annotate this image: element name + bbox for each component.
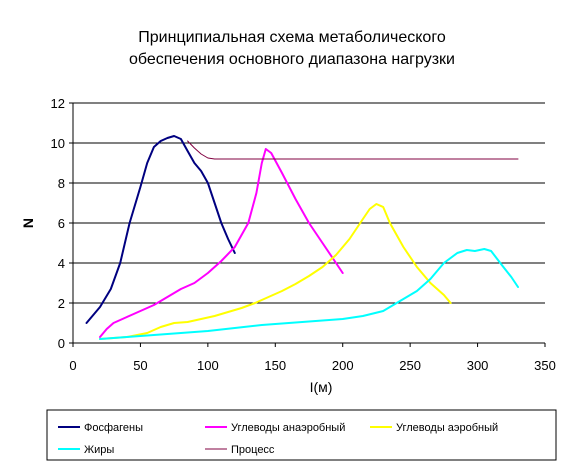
y-tick-label: 2 — [58, 296, 65, 311]
legend-entry-label: Углеводы аэробный — [396, 422, 498, 434]
legend-entry-label: Жиры — [84, 444, 114, 456]
series-line-4 — [99, 248, 519, 340]
x-axis-label: I(м) — [310, 379, 333, 395]
axes: 0 2 4 6 8 10 12 0 50 100 150 200 250 300 350 — [51, 96, 556, 373]
x-tick-label: 350 — [534, 358, 556, 373]
x-tick-label: 300 — [467, 358, 489, 373]
x-tick-label: 100 — [197, 358, 219, 373]
series-line-1 — [85, 135, 236, 324]
x-tick-label: 150 — [264, 358, 286, 373]
y-tick-label: 8 — [58, 176, 65, 191]
grid-lines — [73, 102, 545, 344]
x-tick-label: 0 — [69, 358, 76, 373]
x-tick-label: 200 — [332, 358, 354, 373]
series-line-5 — [187, 140, 519, 160]
series-line-3 — [99, 203, 452, 340]
y-tick-label: 12 — [51, 96, 65, 111]
legend-entry-label: Углеводы анаэробный — [231, 422, 345, 434]
y-axis-label: N — [20, 218, 36, 228]
x-tick-label: 50 — [133, 358, 147, 373]
series-layer — [85, 135, 519, 340]
y-tick-label: 0 — [58, 336, 65, 351]
legend: Фосфагены Углеводы анаэробный Углеводы аэр… — [46, 409, 557, 461]
legend-entry-label: Процесс — [231, 444, 275, 456]
y-tick-label: 4 — [58, 256, 65, 271]
y-tick-label: 10 — [51, 136, 65, 151]
series-line-2 — [99, 148, 344, 338]
y-tick-label: 6 — [58, 216, 65, 231]
chart-title-line-2: обеспечения основного диапазона нагрузки — [129, 51, 455, 68]
legend-box — [46, 409, 557, 461]
x-tick-label: 250 — [399, 358, 421, 373]
chart-title-line-1: Принципиальная схема метаболического — [138, 29, 446, 46]
legend-entry-label: Фосфагены — [84, 422, 143, 434]
